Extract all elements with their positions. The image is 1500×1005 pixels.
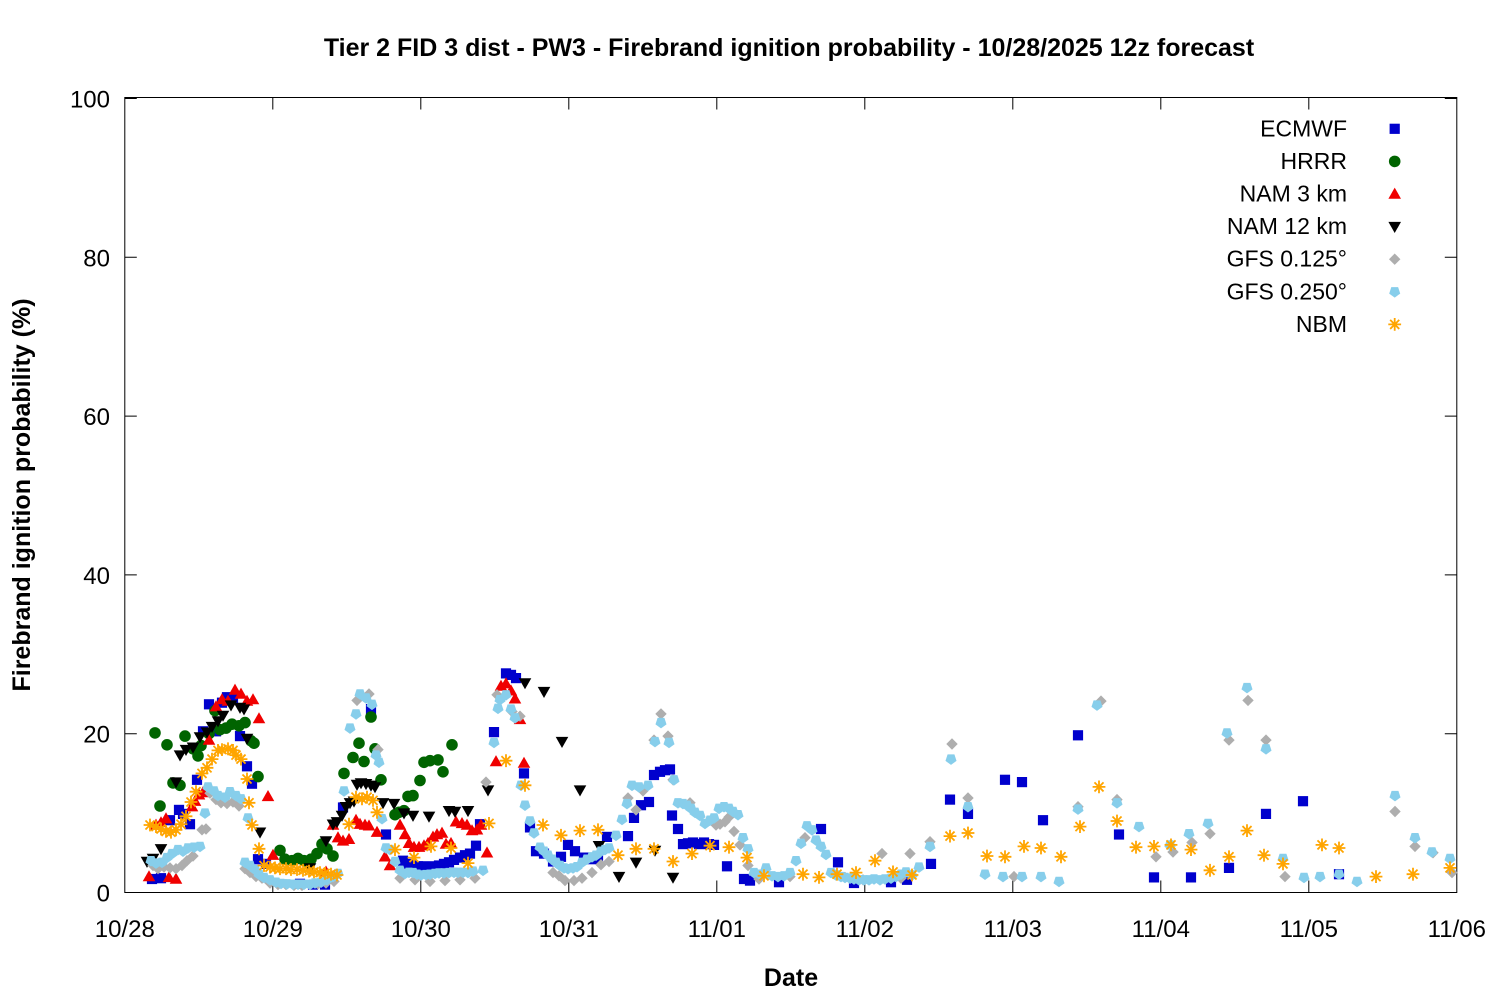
svg-text:11/01: 11/01 — [688, 916, 746, 943]
svg-text:11/02: 11/02 — [836, 916, 894, 943]
svg-text:60: 60 — [83, 404, 110, 431]
svg-text:GFS 0.250°: GFS 0.250° — [1227, 278, 1347, 304]
svg-text:Firebrand ignition probability: Firebrand ignition probability (%) — [8, 298, 36, 691]
svg-text:NAM 3 km: NAM 3 km — [1240, 181, 1347, 207]
svg-text:11/05: 11/05 — [1280, 916, 1338, 943]
svg-text:Tier 2 FID 3 dist - PW3 - Fire: Tier 2 FID 3 dist - PW3 - Firebrand igni… — [324, 34, 1255, 62]
svg-text:NAM 12 km: NAM 12 km — [1227, 213, 1347, 239]
svg-text:100: 100 — [70, 87, 110, 114]
svg-text:Date: Date — [764, 964, 818, 992]
svg-text:11/06: 11/06 — [1428, 916, 1486, 943]
svg-text:0: 0 — [97, 881, 110, 908]
svg-text:11/04: 11/04 — [1132, 916, 1190, 943]
svg-text:11/03: 11/03 — [984, 916, 1042, 943]
svg-text:10/30: 10/30 — [391, 916, 451, 943]
svg-text:HRRR: HRRR — [1281, 148, 1347, 174]
svg-text:10/29: 10/29 — [243, 916, 303, 943]
svg-text:NBM: NBM — [1296, 311, 1347, 337]
svg-text:80: 80 — [83, 245, 110, 272]
svg-text:10/28: 10/28 — [95, 916, 155, 943]
svg-text:GFS 0.125°: GFS 0.125° — [1227, 246, 1347, 272]
svg-text:40: 40 — [83, 563, 110, 590]
svg-text:20: 20 — [83, 722, 110, 749]
svg-text:ECMWF: ECMWF — [1260, 115, 1347, 141]
svg-text:10/31: 10/31 — [539, 916, 599, 943]
